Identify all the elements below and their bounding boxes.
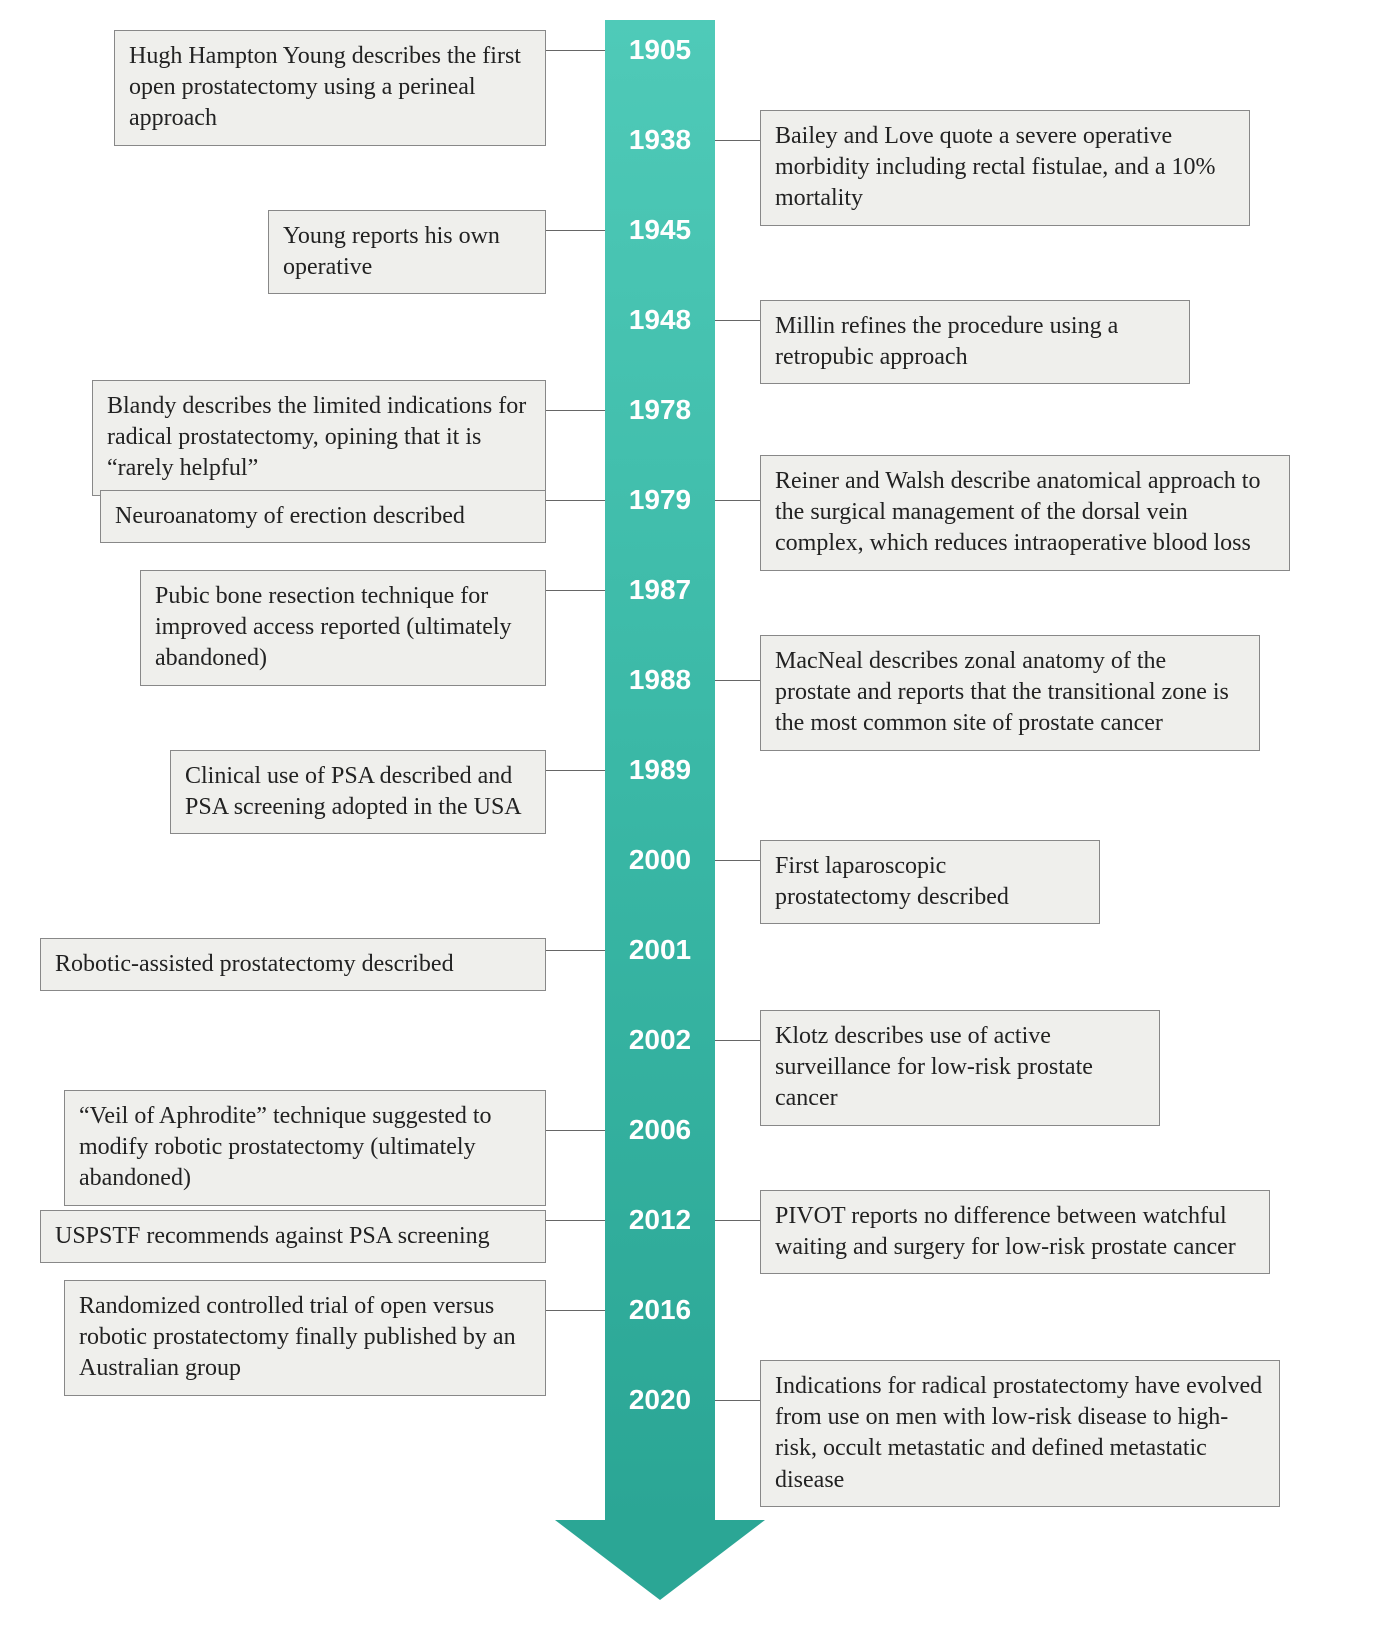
event-box: MacNeal describes zonal anatomy of the p… — [760, 635, 1260, 751]
connector-line — [715, 1220, 760, 1221]
connector-line — [546, 1220, 605, 1221]
year-label: 1989 — [605, 754, 715, 786]
connector-line — [546, 1310, 605, 1311]
event-box: “Veil of Aphrodite” technique suggested … — [64, 1090, 546, 1206]
connector-line — [715, 320, 760, 321]
event-box: Hugh Hampton Young describes the first o… — [114, 30, 546, 146]
event-box: Randomized controlled trial of open vers… — [64, 1280, 546, 1396]
event-box: Reiner and Walsh describe anatomical app… — [760, 455, 1290, 571]
year-label: 2000 — [605, 844, 715, 876]
connector-line — [715, 1040, 760, 1041]
event-box: Klotz describes use of active surveillan… — [760, 1010, 1160, 1126]
year-label: 2016 — [605, 1294, 715, 1326]
connector-line — [546, 1130, 605, 1131]
year-label: 1988 — [605, 664, 715, 696]
connector-line — [546, 770, 605, 771]
year-label: 1938 — [605, 124, 715, 156]
connector-line — [715, 680, 760, 681]
year-label: 1945 — [605, 214, 715, 246]
year-label: 2002 — [605, 1024, 715, 1056]
year-label: 2006 — [605, 1114, 715, 1146]
year-label: 1978 — [605, 394, 715, 426]
year-label: 2012 — [605, 1204, 715, 1236]
event-box: USPSTF recommends against PSA screening — [40, 1210, 546, 1263]
event-box: Young reports his own operative — [268, 210, 546, 294]
event-box: Millin refines the procedure using a ret… — [760, 300, 1190, 384]
connector-line — [546, 950, 605, 951]
event-box: Blandy describes the limited indications… — [92, 380, 546, 496]
connector-line — [715, 140, 760, 141]
event-box: Indications for radical prostatectomy ha… — [760, 1360, 1280, 1507]
event-box: Clinical use of PSA described and PSA sc… — [170, 750, 546, 834]
timeline-arrow-head — [555, 1520, 765, 1600]
connector-line — [715, 860, 760, 861]
event-box: First laparoscopic prostatectomy describ… — [760, 840, 1100, 924]
connector-line — [715, 1400, 760, 1401]
connector-line — [546, 590, 605, 591]
event-box: Bailey and Love quote a severe operative… — [760, 110, 1250, 226]
connector-line — [715, 500, 760, 501]
event-box: Neuroanatomy of erection described — [100, 490, 546, 543]
year-label: 1948 — [605, 304, 715, 336]
year-label: 1905 — [605, 34, 715, 66]
year-label: 2001 — [605, 934, 715, 966]
event-box: Pubic bone resection technique for impro… — [140, 570, 546, 686]
connector-line — [546, 500, 605, 501]
connector-line — [546, 50, 605, 51]
year-label: 1987 — [605, 574, 715, 606]
connector-line — [546, 230, 605, 231]
year-label: 2020 — [605, 1384, 715, 1416]
connector-line — [546, 410, 605, 411]
event-box: Robotic-assisted prostatectomy described — [40, 938, 546, 991]
timeline-container: 1905 Hugh Hampton Young describes the fir… — [0, 20, 1398, 1610]
event-box: PIVOT reports no difference between watc… — [760, 1190, 1270, 1274]
year-label: 1979 — [605, 484, 715, 516]
